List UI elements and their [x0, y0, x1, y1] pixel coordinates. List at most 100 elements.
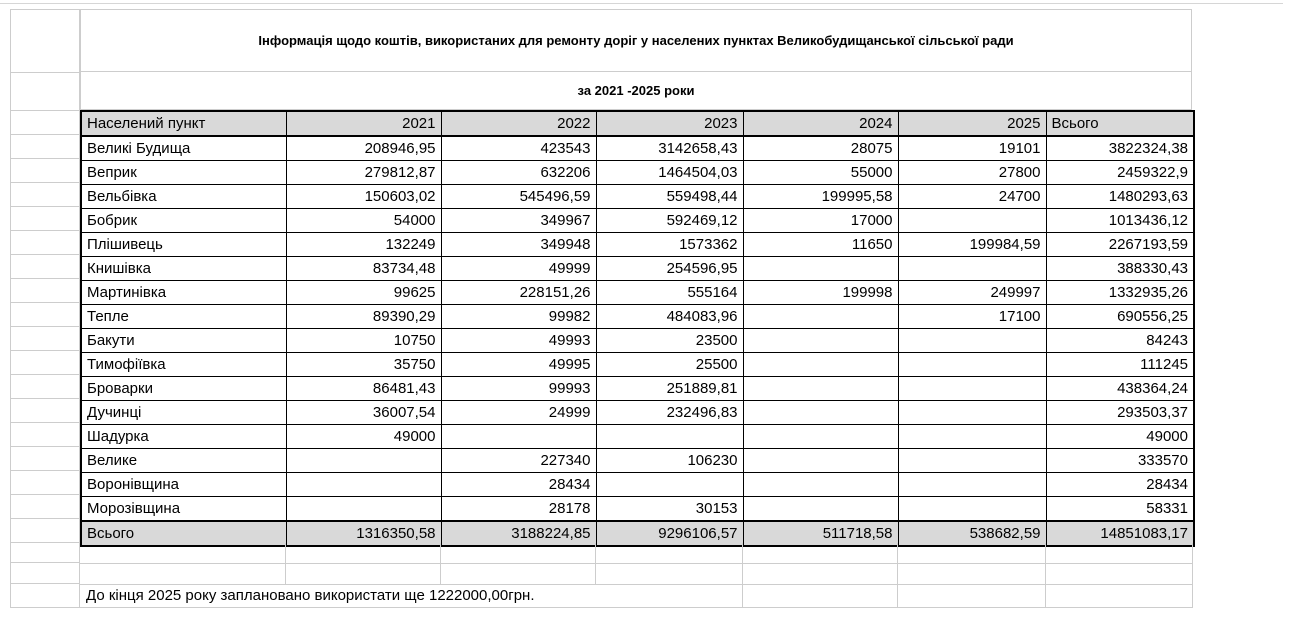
gutter-cell	[11, 471, 79, 495]
gridline-horizontal	[80, 584, 1193, 585]
settlement-name-cell: Шадурка	[80, 424, 287, 449]
value-cell: 438364,24	[1045, 376, 1195, 401]
value-cell: 30153	[595, 496, 744, 522]
table-row: Книшівка 83734,48 49999 254596,95 388330…	[80, 256, 1195, 281]
value-cell	[897, 400, 1047, 425]
value-cell: 89390,29	[285, 304, 442, 329]
table-row: Тепле 89390,29 99982 484083,96 17100 690…	[80, 304, 1195, 329]
value-cell: 1480293,63	[1045, 184, 1195, 209]
gridline-vertical	[742, 543, 743, 608]
value-cell: 1573362	[595, 232, 744, 257]
gutter-cell	[11, 399, 79, 423]
gutter-cell	[11, 135, 79, 159]
value-cell: 58331	[1045, 496, 1195, 522]
total-value-cell: 538682,59	[897, 520, 1047, 547]
settlement-name-cell: Тепле	[80, 304, 287, 329]
value-cell: 228151,26	[440, 280, 597, 305]
table-row: Дучинці 36007,54 24999 232496,83 293503,…	[80, 400, 1195, 425]
table-row: Великі Будища 208946,95 423543 3142658,4…	[80, 135, 1195, 161]
table-row: Бакути 10750 49993 23500 84243	[80, 328, 1195, 353]
value-cell	[595, 424, 744, 449]
value-cell: 632206	[440, 160, 597, 185]
column-header-2025: 2025	[897, 110, 1047, 137]
gutter-cell	[11, 231, 79, 255]
value-cell: 2267193,59	[1045, 232, 1195, 257]
gutter-cell	[11, 495, 79, 519]
value-cell: 484083,96	[595, 304, 744, 329]
gutter-cell	[11, 351, 79, 375]
value-cell	[742, 328, 899, 353]
value-cell: 254596,95	[595, 256, 744, 281]
value-cell	[742, 424, 899, 449]
value-cell: 293503,37	[1045, 400, 1195, 425]
value-cell: 423543	[440, 135, 597, 161]
gutter-cell	[11, 543, 79, 563]
table-row: Веприк 279812,87 632206 1464504,03 55000…	[80, 160, 1195, 185]
value-cell: 55000	[742, 160, 899, 185]
total-value-cell: 511718,58	[742, 520, 899, 547]
value-cell	[595, 472, 744, 497]
gutter-cell	[11, 584, 79, 608]
value-cell: 28075	[742, 135, 899, 161]
value-cell: 106230	[595, 448, 744, 473]
value-cell: 199995,58	[742, 184, 899, 209]
settlement-name-cell: Книшівка	[80, 256, 287, 281]
value-cell: 349967	[440, 208, 597, 233]
gridline-vertical	[1045, 543, 1046, 608]
gutter-cell	[11, 447, 79, 471]
value-cell	[285, 496, 442, 522]
value-cell: 36007,54	[285, 400, 442, 425]
value-cell: 54000	[285, 208, 442, 233]
sheet-top-gridline	[0, 3, 1283, 4]
gridline-vertical	[1192, 543, 1193, 608]
value-cell: 251889,81	[595, 376, 744, 401]
value-cell: 83734,48	[285, 256, 442, 281]
value-cell: 2459322,9	[1045, 160, 1195, 185]
value-cell	[285, 472, 442, 497]
gridline-vertical	[595, 543, 596, 584]
title-block: Інформація щодо коштів, використаних для…	[80, 9, 1192, 110]
value-cell: 99625	[285, 280, 442, 305]
value-cell	[742, 472, 899, 497]
value-cell: 49000	[285, 424, 442, 449]
table-row: Тимофіївка 35750 49995 25500 111245	[80, 352, 1195, 377]
gutter-cell	[11, 519, 79, 543]
gridline-horizontal	[80, 563, 1193, 564]
value-cell: 28434	[440, 472, 597, 497]
column-header-2022: 2022	[440, 110, 597, 137]
value-cell: 10750	[285, 328, 442, 353]
value-cell	[742, 400, 899, 425]
value-cell	[742, 448, 899, 473]
settlement-name-cell: Морозівщина	[80, 496, 287, 522]
gutter-cell	[11, 327, 79, 351]
value-cell: 111245	[1045, 352, 1195, 377]
gridline-horizontal	[80, 607, 1193, 608]
table-row: Бобрик 54000 349967 592469,12 17000 1013…	[80, 208, 1195, 233]
settlement-name-cell: Броварки	[80, 376, 287, 401]
value-cell: 3142658,43	[595, 135, 744, 161]
value-cell: 1013436,12	[1045, 208, 1195, 233]
value-cell	[897, 376, 1047, 401]
settlement-name-cell: Воронівщина	[80, 472, 287, 497]
value-cell	[285, 448, 442, 473]
value-cell	[897, 448, 1047, 473]
gutter-cell	[11, 255, 79, 279]
value-cell	[742, 256, 899, 281]
value-cell: 49995	[440, 352, 597, 377]
table-row: Броварки 86481,43 99993 251889,81 438364…	[80, 376, 1195, 401]
table-row: Мартинівка 99625 228151,26 555164 199998…	[80, 280, 1195, 305]
footer-note: До кінця 2025 року заплановано використа…	[86, 587, 535, 604]
value-cell: 249997	[897, 280, 1047, 305]
settlement-name-cell: Великі Будища	[80, 135, 287, 161]
value-cell: 49999	[440, 256, 597, 281]
value-cell: 559498,44	[595, 184, 744, 209]
value-cell: 49000	[1045, 424, 1195, 449]
value-cell	[897, 256, 1047, 281]
gutter-cell	[11, 279, 79, 303]
value-cell: 279812,87	[285, 160, 442, 185]
gridline-vertical	[285, 543, 286, 584]
header-row: Населений пункт 2021 2022 2023 2024 2025…	[80, 110, 1195, 137]
gutter-cell	[11, 111, 79, 135]
table-row: Воронівщина 28434 28434	[80, 472, 1195, 497]
settlement-name-cell: Бобрик	[80, 208, 287, 233]
